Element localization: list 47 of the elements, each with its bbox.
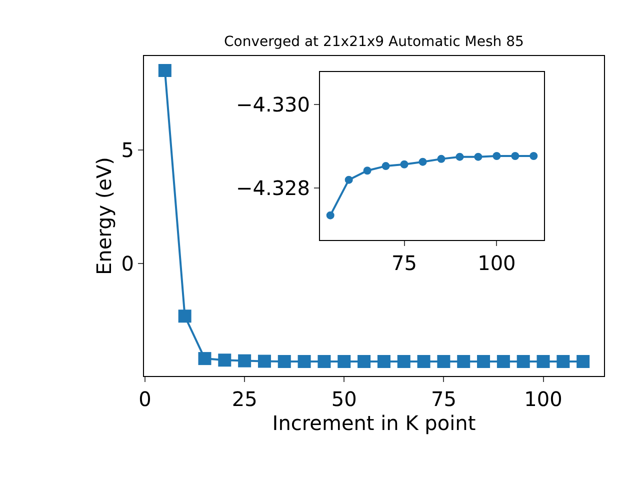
x-tick-label: 75 (392, 251, 418, 275)
point (492, 152, 501, 160)
point (474, 152, 482, 161)
x-tick-label: 0 (138, 387, 152, 411)
point (344, 176, 353, 184)
point (397, 354, 410, 368)
x-tick-label: 100 (478, 251, 516, 275)
x-tick-label: 100 (524, 387, 562, 411)
x-tick-label: 75 (430, 387, 456, 411)
point (400, 160, 408, 168)
point (338, 354, 351, 368)
point (418, 158, 427, 166)
point (318, 354, 331, 368)
y-axis-title: Energy (eV) (92, 157, 116, 275)
point (326, 211, 334, 220)
point (576, 354, 590, 368)
point (457, 354, 470, 368)
x-tick-label: 25 (232, 387, 258, 411)
point (198, 352, 212, 366)
point (258, 354, 271, 368)
point (358, 354, 371, 368)
point (511, 152, 520, 160)
point (556, 354, 570, 368)
point (382, 162, 390, 170)
point (456, 152, 464, 161)
point (496, 354, 510, 368)
point (437, 154, 446, 163)
point (536, 354, 550, 368)
point (158, 64, 172, 78)
x-axis-title: Increment in K point (272, 411, 476, 435)
point (417, 354, 430, 368)
point (437, 354, 450, 368)
point (178, 310, 192, 323)
y-tick-label: −4.328 (236, 176, 310, 200)
chart-title: Converged at 21x21x9 Automatic Mesh 85 (224, 34, 524, 50)
point (477, 354, 490, 368)
point (530, 152, 538, 160)
point (363, 166, 372, 175)
point (218, 354, 232, 367)
y-tick-label: 5 (121, 138, 134, 162)
point (377, 354, 390, 368)
point (516, 354, 530, 368)
point (278, 354, 291, 368)
y-tick-label: −4.330 (236, 92, 310, 117)
x-tick-label: 50 (331, 387, 357, 411)
point (238, 354, 252, 368)
point (298, 354, 311, 368)
